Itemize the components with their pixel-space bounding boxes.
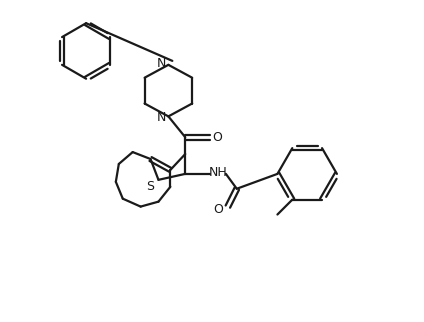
Text: O: O	[212, 131, 222, 144]
Text: S: S	[147, 180, 154, 193]
Text: O: O	[213, 203, 223, 216]
Text: N: N	[157, 111, 166, 124]
Text: N: N	[157, 57, 166, 70]
Text: NH: NH	[209, 166, 227, 179]
